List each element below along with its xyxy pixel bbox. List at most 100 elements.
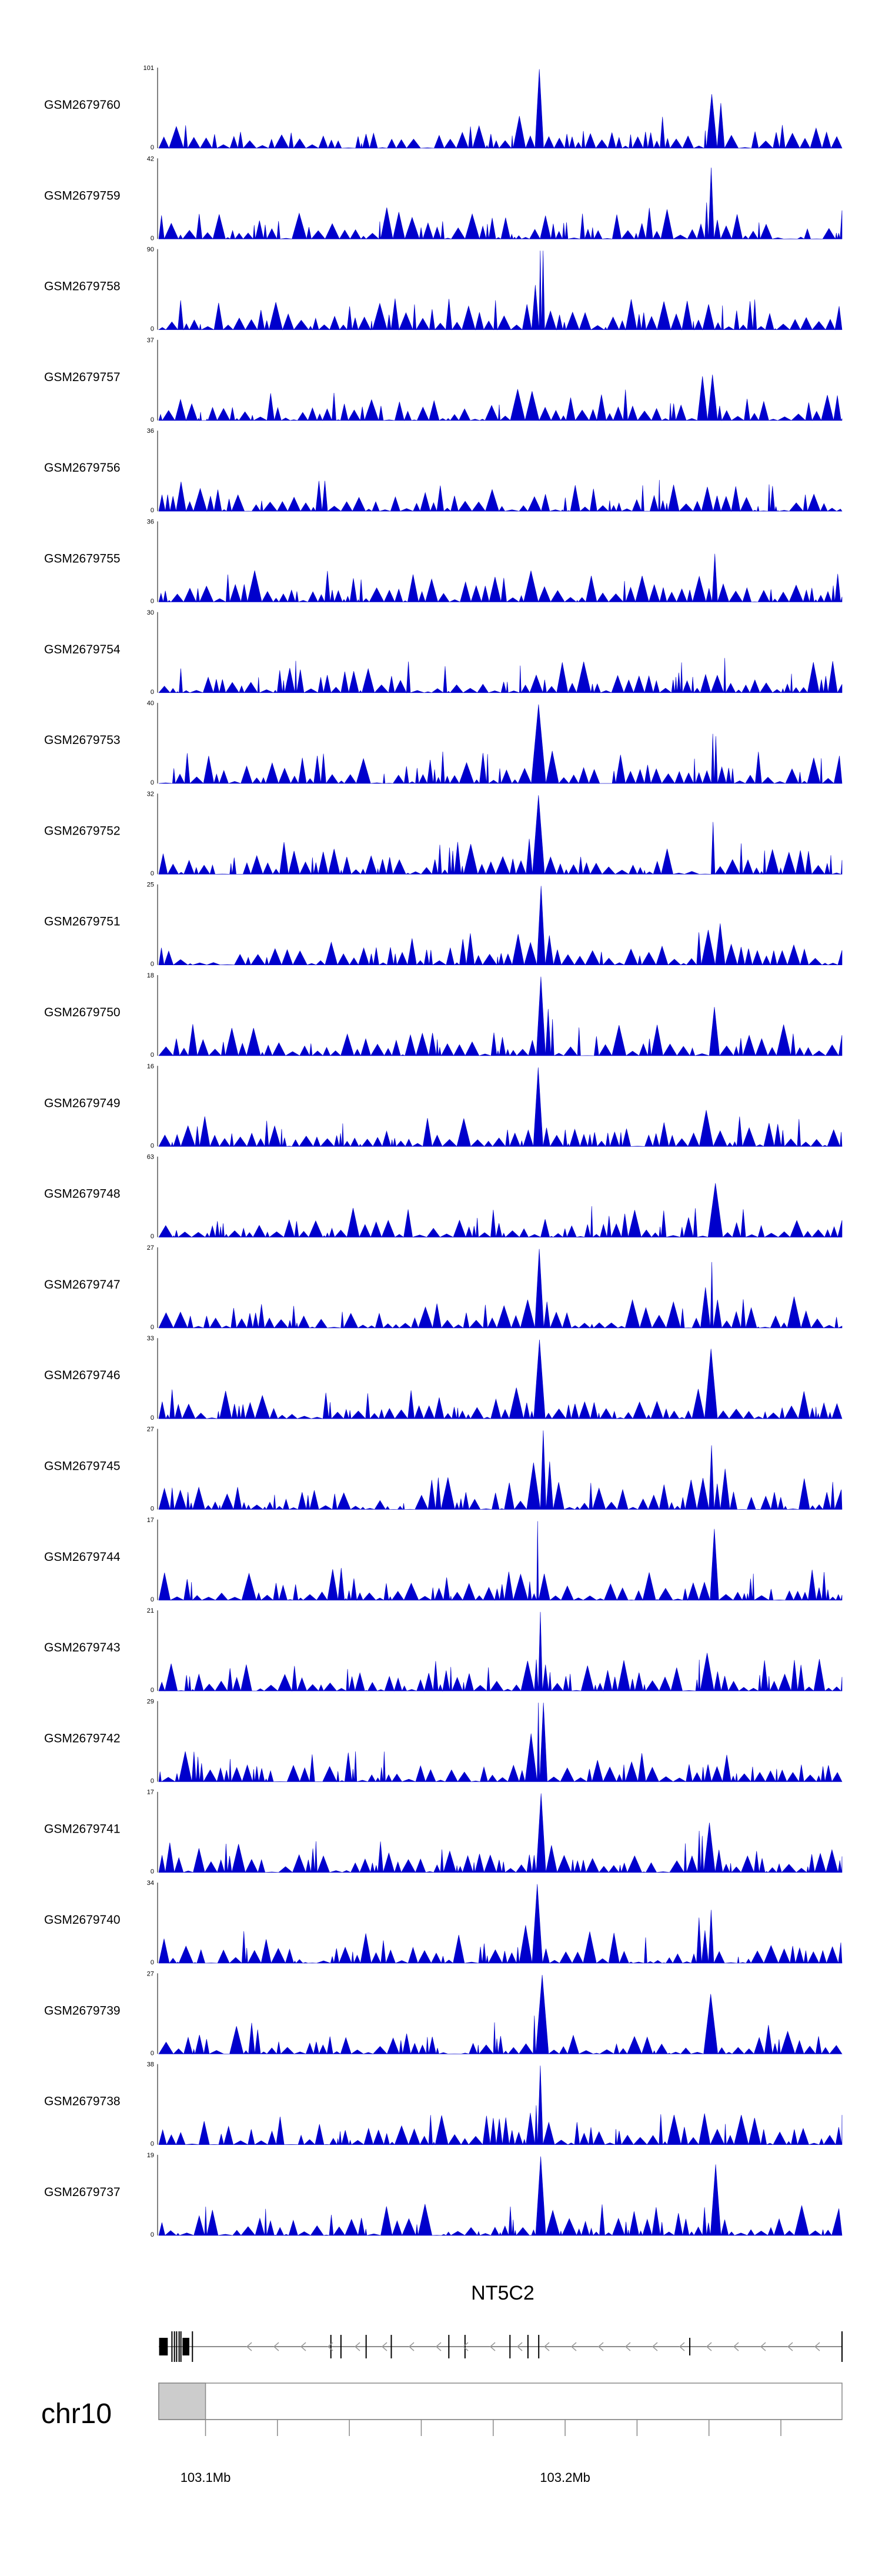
strand-arrow (327, 2342, 333, 2351)
coverage-area (158, 1430, 843, 1510)
y-axis-max-label: 16 (147, 1063, 154, 1070)
coverage-area (158, 1521, 843, 1601)
strand-arrow (354, 2342, 360, 2351)
y-axis-max-label: 21 (147, 1607, 154, 1614)
chromosome-band (158, 2383, 843, 2420)
y-axis-max-label: 30 (147, 609, 154, 616)
y-axis-min-label: 0 (151, 779, 154, 786)
y-axis-min-label: 0 (151, 2050, 154, 2057)
coverage-area (158, 1339, 843, 1420)
track-label: GSM2679754 (44, 643, 121, 656)
gene-exon (509, 2335, 511, 2358)
strand-arrow (624, 2342, 631, 2351)
track-label: GSM2679760 (44, 98, 121, 112)
track-label: GSM2679753 (44, 733, 121, 747)
gene-model-NT5C2 (159, 2331, 843, 2362)
y-axis-max-label: 27 (147, 1970, 154, 1977)
strand-arrow (652, 2342, 658, 2351)
strand-arrow (462, 2342, 469, 2351)
track-GSM2679747: GSM2679747 27 0 (44, 1244, 843, 1331)
coverage-area (158, 795, 843, 875)
track-label: GSM2679738 (44, 2095, 121, 2108)
gene-exon (340, 2335, 342, 2358)
strand-arrow (408, 2342, 415, 2351)
gene-exon (538, 2335, 540, 2358)
track-label: GSM2679752 (44, 824, 121, 837)
track-label: GSM2679745 (44, 1460, 121, 1473)
y-axis-max-label: 63 (147, 1154, 154, 1161)
chromosome-label: chr10 (41, 2398, 112, 2430)
strand-arrow (706, 2342, 712, 2351)
track-label: GSM2679756 (44, 461, 121, 475)
strand-arrow (733, 2342, 739, 2351)
y-axis-min-label: 0 (151, 1959, 154, 1966)
track-GSM2679749: GSM2679749 16 0 (44, 1063, 843, 1149)
chromosome-highlight (158, 2383, 206, 2420)
y-axis-min-label: 0 (151, 1777, 154, 1784)
coverage-area (158, 1067, 843, 1147)
coverage-area (158, 2156, 843, 2237)
strand-arrow (787, 2342, 793, 2351)
gene-exon (176, 2331, 178, 2362)
strand-arrow (489, 2342, 496, 2351)
strand-arrow (273, 2342, 279, 2351)
track-GSM2679741: GSM2679741 17 0 (44, 1789, 843, 1876)
y-axis-min-label: 0 (151, 235, 154, 242)
track-GSM2679746: GSM2679746 33 0 (44, 1335, 843, 1422)
gene-track: NT5C2 (159, 2282, 843, 2362)
track-label: GSM2679751 (44, 915, 121, 929)
coverage-area (158, 1249, 843, 1329)
strand-arrow (246, 2342, 252, 2351)
track-GSM2679737: GSM2679737 19 0 (44, 2152, 843, 2238)
coverage-area (158, 251, 843, 331)
chromosome-axis: chr10 103.1Mb 103.2Mb (41, 2383, 843, 2485)
strand-arrow (381, 2342, 387, 2351)
y-axis-min-label: 0 (151, 689, 154, 696)
y-axis-max-label: 29 (147, 1698, 154, 1705)
y-axis-min-label: 0 (151, 1868, 154, 1876)
chromosome-ideogram: 103.1Mb 103.2Mb (158, 2383, 843, 2485)
coverage-area (158, 1611, 843, 1692)
y-axis-max-label: 25 (147, 882, 154, 889)
track-GSM2679760: GSM2679760 101 0 (44, 65, 843, 151)
track-label: GSM2679742 (44, 1731, 121, 1745)
gene-exon (159, 2338, 168, 2355)
y-axis-min-label: 0 (151, 1506, 154, 1513)
track-label: GSM2679748 (44, 1187, 121, 1201)
track-label: GSM2679749 (44, 1096, 121, 1110)
y-axis-min-label: 0 (151, 416, 154, 423)
y-axis-min-label: 0 (151, 507, 154, 514)
y-axis-min-label: 0 (151, 326, 154, 333)
track-GSM2679745: GSM2679745 27 0 (44, 1426, 843, 1513)
coverage-area (158, 1183, 843, 1238)
track-GSM2679751: GSM2679751 25 0 (44, 882, 843, 968)
y-axis-max-label: 17 (147, 1789, 154, 1796)
coverage-area (158, 1974, 843, 2055)
track-label: GSM2679759 (44, 189, 121, 202)
strand-arrow (435, 2342, 442, 2351)
track-GSM2679738: GSM2679738 38 0 (44, 2061, 843, 2148)
y-axis-max-label: 17 (147, 1517, 154, 1524)
strand-arrow (760, 2342, 766, 2351)
strand-arrow (543, 2342, 550, 2351)
coverage-area (158, 553, 843, 603)
y-axis-min-label: 0 (151, 2231, 154, 2238)
coverage-area (158, 480, 843, 512)
y-axis-max-label: 34 (147, 1880, 154, 1887)
strand-arrow (300, 2342, 306, 2351)
y-axis-min-label: 0 (151, 1414, 154, 1422)
track-GSM2679754: GSM2679754 30 0 (44, 609, 843, 696)
track-GSM2679759: GSM2679759 42 0 (44, 155, 843, 242)
y-axis-min-label: 0 (151, 1052, 154, 1059)
track-GSM2679755: GSM2679755 36 0 (44, 519, 843, 605)
track-GSM2679740: GSM2679740 34 0 (44, 1880, 843, 1966)
y-axis-max-label: 36 (147, 428, 154, 435)
track-label: GSM2679750 (44, 1006, 121, 1019)
strand-arrow (814, 2342, 820, 2351)
track-GSM2679739: GSM2679739 27 0 (44, 1970, 843, 2057)
y-axis-max-label: 33 (147, 1335, 154, 1342)
track-GSM2679743: GSM2679743 21 0 (44, 1607, 843, 1694)
y-axis-min-label: 0 (151, 1687, 154, 1694)
track-label: GSM2679746 (44, 1369, 121, 1382)
gene-exon (527, 2335, 529, 2358)
